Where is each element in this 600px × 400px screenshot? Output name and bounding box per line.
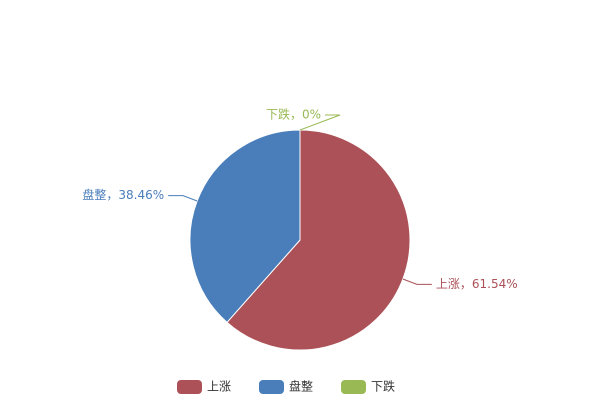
legend-label: 盘整 [289,379,313,394]
pie-slice [189,129,301,324]
legend-label: 下跌 [371,379,395,394]
legend-label: 上涨 [207,379,231,394]
data-label: 盘整，38.46% [82,187,164,202]
label-line [299,114,341,131]
pie-slice [226,129,411,351]
label-line [402,278,432,285]
label-line [168,195,198,202]
legend-swatch [341,380,366,394]
legend-swatch [177,380,202,394]
legend-swatch [259,380,284,394]
data-label: 上涨，61.54% [436,276,518,291]
data-label: 下跌，0% [266,107,321,122]
